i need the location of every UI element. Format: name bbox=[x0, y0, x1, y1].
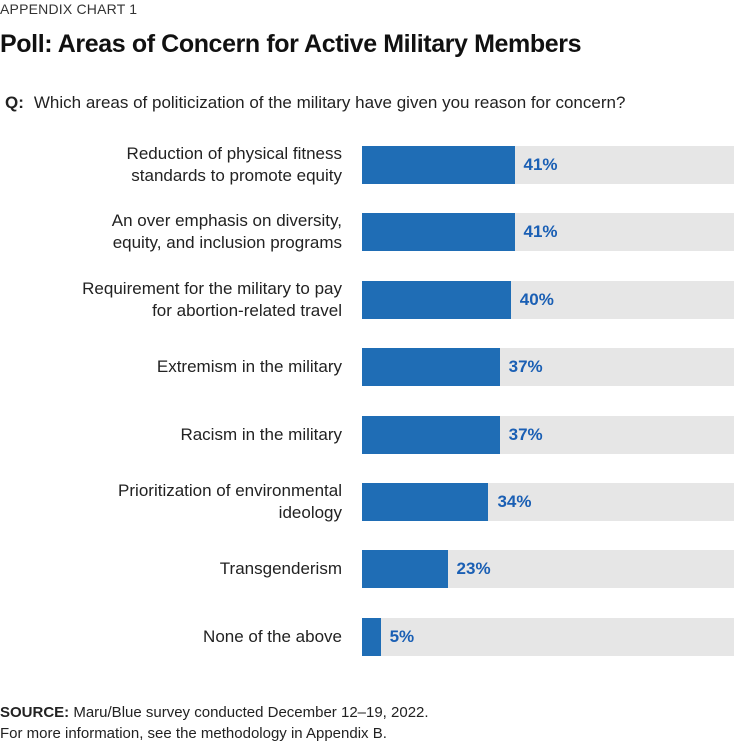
bar bbox=[362, 348, 500, 387]
bar-track bbox=[362, 617, 734, 656]
question-text: Which areas of politicization of the mil… bbox=[33, 93, 626, 112]
value-label: 41% bbox=[523, 155, 558, 174]
category-label: An over emphasis on diversity, equity, a… bbox=[111, 211, 342, 253]
chart-kicker: APPENDIX CHART 1 bbox=[0, 1, 138, 17]
value-label: 23% bbox=[456, 559, 491, 579]
category-label: Transgenderism bbox=[219, 559, 342, 579]
value-label: 37% bbox=[508, 357, 543, 377]
source-label: SOURCE: bbox=[0, 704, 70, 721]
chart-title: Poll: Areas of Concern for Active Milita… bbox=[0, 30, 582, 58]
category-label: Extremism in the military bbox=[156, 357, 342, 377]
bar bbox=[362, 146, 515, 184]
value-label: 41% bbox=[523, 222, 558, 242]
bar bbox=[362, 213, 515, 252]
bar bbox=[362, 550, 448, 589]
bar bbox=[362, 617, 381, 656]
value-label: 5% bbox=[389, 626, 415, 646]
question-label: Q: bbox=[5, 93, 24, 112]
survey-question: Q: Which areas of politicization of the m… bbox=[5, 93, 625, 113]
methodology-note: For more information, see the methodolog… bbox=[0, 725, 387, 742]
bar bbox=[362, 483, 489, 521]
source-note: SOURCE: Maru/Blue survey conducted Decem… bbox=[0, 702, 429, 744]
value-label: 37% bbox=[508, 424, 543, 444]
category-label: Racism in the military bbox=[180, 424, 342, 444]
value-label: 34% bbox=[497, 492, 532, 511]
category-label: None of the above bbox=[203, 626, 342, 646]
bar bbox=[362, 415, 500, 454]
category-label: Requirement for the military to pay for … bbox=[82, 278, 342, 320]
source-text: Maru/Blue survey conducted December 12–1… bbox=[73, 704, 429, 721]
bar bbox=[362, 280, 511, 319]
category-label: Reduction of physical fitness standards … bbox=[126, 144, 342, 185]
bar-chart: Reduction of physical fitness standards … bbox=[0, 130, 734, 670]
category-label: Prioritization of environmental ideology bbox=[118, 481, 342, 522]
value-label: 40% bbox=[519, 289, 554, 309]
